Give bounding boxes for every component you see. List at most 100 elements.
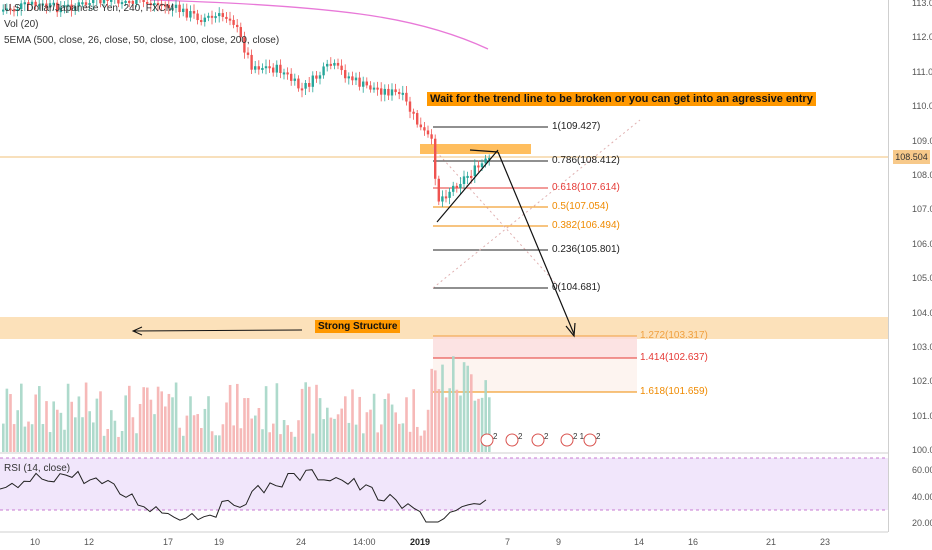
candle-body <box>401 92 404 95</box>
candle-body <box>336 62 340 66</box>
candle-body <box>228 18 232 21</box>
candle-body <box>246 52 250 55</box>
candle-body <box>412 111 415 114</box>
candle-body <box>459 183 462 189</box>
volume-bar <box>160 391 163 452</box>
volume-bar <box>268 432 271 452</box>
price-axis[interactable] <box>888 0 932 532</box>
candle-body <box>92 0 95 4</box>
fib-level-label: 0.236(105.801) <box>552 244 620 255</box>
candle-body <box>156 3 160 6</box>
volume-bar <box>315 384 318 452</box>
volume-bar <box>444 397 448 452</box>
time-tick-label: 19 <box>214 537 225 547</box>
volume-series <box>2 356 491 452</box>
projection-arrow[interactable] <box>497 151 575 335</box>
volume-bar <box>102 435 106 452</box>
candle-body <box>30 1 34 5</box>
volume-bar <box>221 424 225 452</box>
candle-body <box>329 63 332 66</box>
candle-body <box>232 19 235 25</box>
volume-bar <box>372 393 376 452</box>
volume-bar <box>279 434 282 452</box>
candle-body <box>200 20 203 23</box>
structure-zone[interactable] <box>0 317 888 339</box>
price-tick-label: 108.000 <box>912 170 932 180</box>
volume-bar <box>358 396 361 452</box>
entry-callout[interactable]: Wait for the trend line to be broken or … <box>427 92 816 106</box>
volume-bar <box>124 395 127 452</box>
trend-line-top[interactable] <box>469 149 499 153</box>
candle-body <box>38 4 41 7</box>
rsi-tick-label: 40.0000 <box>912 492 932 502</box>
volume-bar <box>178 427 181 452</box>
candle-body <box>304 83 307 89</box>
volume-bar <box>81 417 84 452</box>
structure-arrow[interactable] <box>132 329 303 332</box>
candle-body <box>264 66 268 69</box>
candle-body <box>380 88 383 95</box>
volume-bar <box>423 430 426 452</box>
volume-bar <box>405 397 408 452</box>
volume-bar <box>30 424 34 452</box>
candle-body <box>354 77 358 81</box>
structure-callout[interactable]: Strong Structure <box>315 320 401 333</box>
trend-line[interactable] <box>436 149 499 223</box>
event-marker-icon[interactable] <box>583 433 597 447</box>
volume-bar <box>117 436 120 452</box>
time-tick-label: 24 <box>296 537 307 547</box>
event-marker-icon[interactable] <box>480 433 494 447</box>
fib-level-label: 1(109.427) <box>552 121 601 132</box>
volume-bar <box>185 415 189 452</box>
candle-body <box>2 9 5 12</box>
candle-body <box>34 1 37 6</box>
resistance-box[interactable] <box>420 144 531 154</box>
candle-body <box>430 134 433 139</box>
candle-body <box>426 130 430 135</box>
rsi-tick-label: 60.0000 <box>912 465 932 475</box>
volume-bar <box>308 386 311 452</box>
rsi-legend[interactable]: RSI (14, close) <box>4 463 71 474</box>
event-marker-count: 2 <box>544 432 549 441</box>
candle-body <box>480 163 484 168</box>
event-marker-icon[interactable] <box>560 433 574 447</box>
event-marker-icon[interactable] <box>531 433 545 447</box>
candle-body <box>203 17 206 22</box>
price-tick-label: 110.000 <box>912 101 932 112</box>
rsi-tick-label: 20.0000 <box>912 518 932 528</box>
volume-bar <box>196 414 199 452</box>
volume-legend[interactable]: Vol (20) <box>4 19 39 30</box>
volume-bar <box>182 435 185 452</box>
volume-bar <box>434 370 437 452</box>
volume-bar <box>34 394 37 452</box>
time-tick-label: 14:00 <box>353 537 376 547</box>
event-markers[interactable]: 2 2 2 2 1 2 <box>480 432 601 447</box>
volume-bar <box>293 436 297 452</box>
price-tick-label: 101.000 <box>912 410 932 421</box>
candle-body <box>189 11 192 18</box>
volume-bar <box>354 424 358 452</box>
candle-body <box>178 4 181 13</box>
volume-bar <box>48 432 52 452</box>
symbol-legend[interactable]: U.S. Dollar/Japanese Yen, 240, FXCM <box>4 3 175 14</box>
candle-body <box>174 4 178 8</box>
volume-bar <box>412 389 415 452</box>
candlestick-series[interactable] <box>2 0 491 207</box>
volume-bar <box>135 433 138 452</box>
rsi-band <box>0 458 888 510</box>
volume-bar <box>52 401 55 452</box>
candle-body <box>358 77 361 87</box>
rsi-line <box>0 469 487 523</box>
event-marker-icon[interactable] <box>505 433 519 447</box>
volume-bar <box>304 382 307 452</box>
candle-body <box>455 185 458 189</box>
volume-bar <box>459 395 462 452</box>
candle-body <box>290 73 293 81</box>
volume-bar <box>326 407 329 452</box>
ema-legend[interactable]: 5EMA (500, close, 26, close, 50, close, … <box>4 35 280 46</box>
candle-body <box>441 196 444 202</box>
volume-bar <box>41 424 45 452</box>
candle-body <box>117 0 120 4</box>
fib-extension-label: 1.272(103.317) <box>640 330 708 341</box>
